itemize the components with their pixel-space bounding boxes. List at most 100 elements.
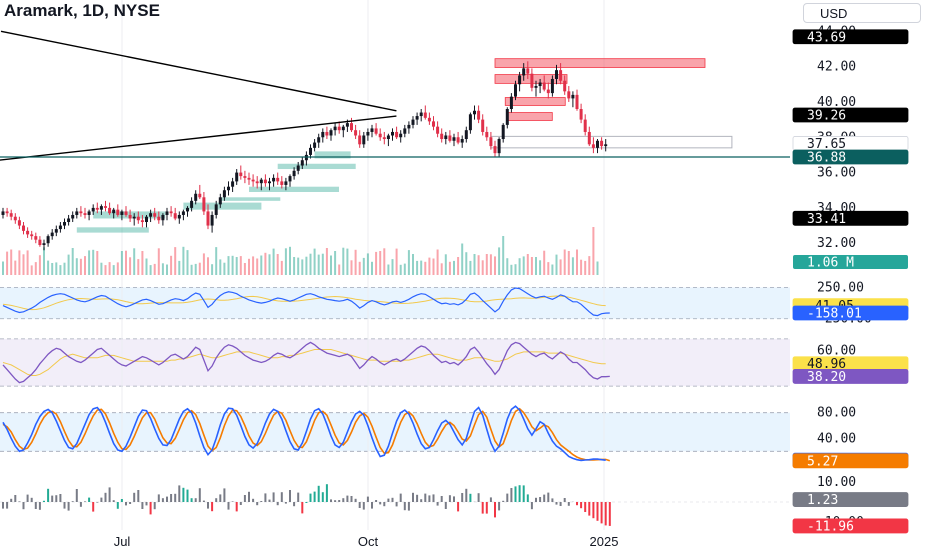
volume-bar [272, 248, 275, 275]
candle-down [530, 73, 534, 88]
histogram-bar [522, 485, 525, 502]
volume-bar [547, 262, 550, 275]
candle-up [386, 135, 390, 140]
candle-up [333, 126, 337, 131]
candle-down [153, 213, 157, 217]
volume-bar [366, 253, 369, 275]
candle-down [124, 211, 128, 215]
histogram-bar [215, 498, 218, 502]
histogram-bar [494, 502, 496, 518]
candlesticks[interactable] [1, 61, 608, 251]
histogram-bar [157, 494, 160, 502]
histogram-bar [198, 488, 201, 502]
histogram-bar [47, 488, 50, 502]
stochastic-k-line [2, 405, 606, 462]
time-axis[interactable]: Jul Oct 2025 [114, 534, 619, 549]
candle-down [247, 177, 251, 180]
histogram-bar [59, 494, 62, 502]
volume-bar [92, 249, 95, 275]
histogram-bar [420, 499, 423, 502]
histogram-bar [588, 502, 591, 516]
volume-bar [18, 250, 21, 275]
volume-bar [202, 253, 205, 275]
drawn-lines[interactable] [0, 30, 790, 162]
candle-up [112, 209, 116, 214]
histogram-bar [182, 487, 185, 502]
volume-bar [428, 257, 431, 275]
currency-selector[interactable]: USD [803, 3, 921, 23]
candle-up [194, 193, 198, 201]
candle-up [497, 139, 501, 154]
histogram-bar [412, 492, 414, 502]
candle-up [366, 131, 370, 136]
candle-up [522, 68, 526, 76]
candle-up [309, 147, 312, 155]
volume-bar [301, 259, 304, 275]
candle-down [198, 193, 202, 198]
candle-up [186, 207, 189, 212]
histogram-bar [559, 502, 562, 506]
histogram-bar [391, 497, 394, 502]
histogram-bar [440, 496, 443, 502]
volume-bar [149, 265, 152, 275]
candle-up [231, 181, 235, 187]
histogram-bar [539, 497, 542, 502]
volume-bar [104, 265, 107, 275]
candle-down [116, 209, 120, 215]
candle-up [604, 144, 608, 147]
volume-bar [264, 252, 267, 275]
candle-up [165, 211, 169, 215]
candle-up [473, 110, 476, 115]
candle-up [177, 214, 181, 219]
volume-bar [375, 251, 378, 275]
histogram-bar [375, 500, 378, 502]
channel-lower-line [0, 115, 397, 161]
candle-up [235, 172, 239, 182]
candle-up [391, 131, 394, 136]
candle-down [350, 123, 353, 131]
candle-up [468, 114, 472, 131]
candle-down [79, 211, 83, 214]
histogram-bar [576, 502, 578, 506]
histogram-bar [563, 498, 566, 502]
volume-bar [198, 262, 201, 275]
rsi-tag-bg [792, 369, 909, 384]
candle-up [321, 131, 325, 138]
volume-bar [284, 248, 287, 275]
candle-up [407, 124, 411, 129]
histogram-bar [580, 502, 583, 509]
histogram-bar [403, 502, 406, 511]
histogram-bar [567, 502, 570, 506]
volume-bar [424, 261, 427, 275]
date-label[interactable]: Oct [358, 534, 379, 549]
histogram-bar [120, 499, 123, 502]
candle-up [58, 225, 62, 230]
histogram-bar [530, 502, 533, 510]
volume-bar [112, 265, 115, 275]
candle-up [71, 214, 75, 219]
candle-down [526, 68, 530, 74]
candle-down [136, 216, 140, 221]
volume-bar [317, 254, 320, 275]
volume-bar [207, 257, 209, 275]
stochastic-tag-bg [792, 453, 909, 469]
histogram-bar [387, 498, 390, 502]
histogram-bar [178, 485, 181, 502]
candle-up [460, 139, 464, 143]
candle-up [571, 94, 575, 99]
histogram-bar [280, 492, 283, 502]
candle-down [206, 211, 210, 226]
volume-bar [88, 250, 91, 275]
price-tag-bg [792, 149, 909, 165]
date-label[interactable]: 2025 [590, 534, 619, 549]
candle-up [370, 128, 374, 132]
histogram-bar [276, 502, 279, 506]
histogram-bar [186, 489, 189, 502]
volume-bar [153, 263, 156, 275]
histogram-bar [10, 498, 13, 502]
date-label[interactable]: Jul [114, 534, 131, 549]
histogram-bar [371, 502, 373, 509]
volume-bar [71, 248, 74, 275]
volume-bar [502, 236, 505, 275]
